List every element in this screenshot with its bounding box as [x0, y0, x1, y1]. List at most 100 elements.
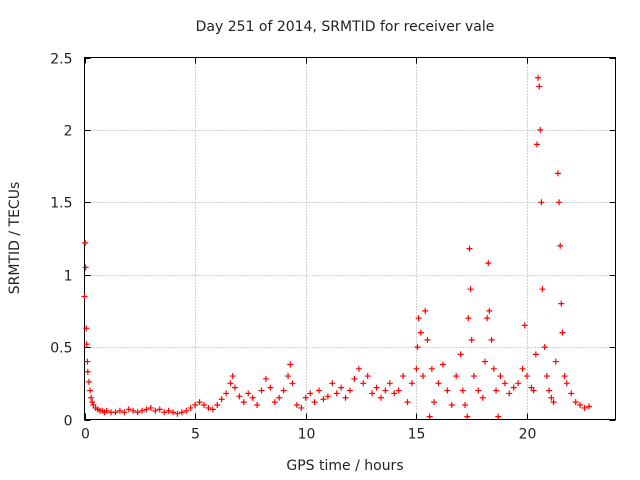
data-point — [214, 402, 221, 409]
data-point — [329, 380, 336, 387]
data-point — [84, 368, 91, 375]
data-point — [161, 409, 168, 416]
data-point — [521, 322, 528, 329]
data-point — [152, 407, 159, 414]
data-point — [541, 344, 548, 351]
data-point — [205, 404, 212, 411]
data-point — [577, 402, 584, 409]
data-point — [453, 373, 460, 380]
x-tick-label: 10 — [298, 427, 316, 443]
data-point — [552, 358, 559, 365]
data-point — [125, 406, 132, 413]
data-point — [139, 407, 146, 414]
data-point — [415, 315, 422, 322]
grid-layer — [84, 57, 616, 420]
data-point — [218, 396, 225, 403]
data-point — [550, 399, 557, 406]
data-point — [174, 410, 181, 417]
data-point — [435, 380, 442, 387]
data-point — [209, 406, 216, 413]
data-point — [444, 387, 451, 394]
data-point — [490, 365, 497, 372]
data-point — [311, 399, 318, 406]
data-point — [364, 373, 371, 380]
data-point — [267, 384, 274, 391]
data-point — [408, 380, 415, 387]
data-point — [170, 409, 176, 416]
data-point — [347, 387, 353, 394]
data-point — [200, 402, 207, 409]
data-point — [84, 358, 91, 365]
data-point — [457, 351, 464, 358]
data-point — [360, 380, 367, 387]
data-point — [249, 394, 256, 401]
data-point — [143, 406, 150, 413]
y-axis-label: SRMTID / TECUs — [7, 182, 23, 295]
data-point — [165, 407, 172, 414]
data-point — [479, 394, 486, 401]
chart-title: Day 251 of 2014, SRMTID for receiver val… — [196, 19, 495, 35]
data-point — [400, 373, 407, 380]
y-tick-label: 1 — [64, 269, 73, 285]
data-point — [271, 399, 278, 406]
data-point — [298, 404, 305, 411]
data-point — [414, 344, 421, 351]
data-point — [302, 394, 309, 401]
data-point — [548, 394, 555, 401]
data-point — [581, 404, 588, 411]
data-point — [532, 351, 539, 358]
data-point — [466, 245, 473, 252]
data-point — [506, 390, 513, 397]
data-point — [121, 409, 128, 416]
data-point — [231, 384, 238, 391]
data-point — [227, 380, 234, 387]
data-point — [424, 336, 431, 343]
data-point — [572, 399, 579, 406]
data-point — [386, 380, 393, 387]
data-point — [134, 409, 141, 416]
data-point — [82, 239, 89, 246]
data-point — [89, 399, 96, 406]
data-point — [178, 409, 185, 416]
data-point — [82, 264, 89, 271]
data-point — [240, 399, 247, 406]
data-point — [465, 315, 472, 322]
data-point — [485, 260, 492, 267]
data-point — [320, 396, 327, 403]
data-point — [316, 387, 323, 394]
data-point — [470, 373, 477, 380]
data-point — [468, 336, 475, 343]
data-point — [192, 402, 199, 409]
data-point — [533, 141, 540, 148]
data-point — [546, 387, 553, 394]
data-point — [484, 315, 491, 322]
data-point — [287, 361, 294, 368]
data-point — [413, 365, 420, 372]
data-point — [183, 407, 190, 414]
data-point — [280, 387, 287, 394]
data-point — [543, 373, 550, 380]
data-point — [495, 413, 502, 420]
data-point — [422, 307, 429, 314]
data-point — [481, 358, 488, 365]
data-point — [486, 307, 493, 314]
data-point — [382, 387, 389, 394]
data-point — [497, 373, 504, 380]
data-point — [417, 329, 424, 336]
data-point — [459, 387, 466, 394]
data-point — [404, 399, 411, 406]
data-point — [87, 387, 94, 394]
data-point — [342, 394, 349, 401]
data-point — [475, 387, 482, 394]
data-point — [223, 390, 230, 397]
data-point — [112, 409, 119, 416]
data-point — [462, 402, 469, 409]
x-tick-label: 0 — [81, 427, 90, 443]
x-tick-labels: 0 5 10 15 20 — [81, 427, 536, 443]
data-point — [258, 387, 265, 394]
data-point — [426, 413, 433, 420]
data-point — [510, 384, 517, 391]
data-point — [535, 74, 542, 81]
data-point — [130, 407, 137, 414]
data-point — [428, 365, 435, 372]
